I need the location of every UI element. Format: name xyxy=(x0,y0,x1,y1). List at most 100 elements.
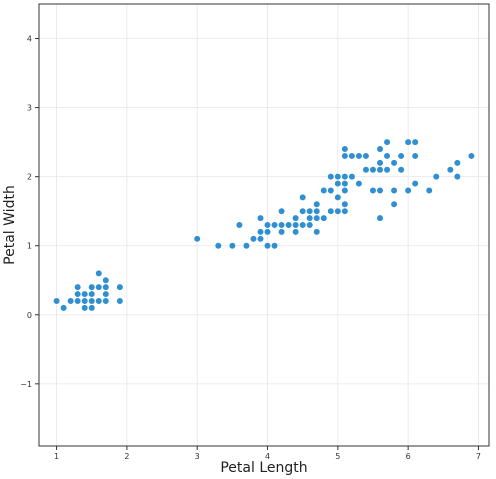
x-tick-label: 6 xyxy=(406,452,411,461)
data-point xyxy=(88,304,96,312)
data-point xyxy=(397,166,405,174)
data-point xyxy=(81,304,89,312)
data-point xyxy=(355,179,363,188)
data-point xyxy=(306,207,314,215)
data-point xyxy=(277,228,286,236)
plot-frame xyxy=(38,3,490,447)
y-tick-label: 1 xyxy=(27,242,32,251)
data-point xyxy=(383,152,391,160)
data-point xyxy=(193,235,201,243)
data-point xyxy=(228,242,236,250)
data-point xyxy=(341,186,349,195)
y-tick-label: −1 xyxy=(20,380,32,389)
data-point xyxy=(404,186,412,195)
x-tick-label: 3 xyxy=(195,452,200,461)
data-point xyxy=(376,166,384,174)
data-point xyxy=(235,221,243,229)
data-point xyxy=(292,221,300,229)
data-point xyxy=(341,179,349,188)
data-point xyxy=(453,159,461,167)
data-point xyxy=(341,173,349,181)
data-point xyxy=(277,221,286,229)
data-point xyxy=(334,207,342,215)
data-point xyxy=(277,207,286,215)
data-point xyxy=(102,290,110,298)
data-point xyxy=(376,214,384,222)
data-point xyxy=(299,207,307,215)
data-point xyxy=(355,152,363,160)
y-tick-label: 0 xyxy=(27,311,32,320)
data-point xyxy=(341,145,349,153)
y-axis-ticks: −1 0 1 2 3 4 xyxy=(20,35,39,389)
data-point xyxy=(256,235,265,243)
data-point xyxy=(102,297,110,305)
data-point xyxy=(214,242,222,250)
data-point xyxy=(327,207,335,215)
data-point xyxy=(404,138,412,146)
data-point xyxy=(348,152,356,160)
data-point xyxy=(320,186,328,195)
data-point xyxy=(383,138,391,146)
data-point xyxy=(369,166,377,174)
data-point xyxy=(376,159,384,167)
data-point xyxy=(95,269,103,277)
data-point xyxy=(299,221,307,229)
x-tick-label: 7 xyxy=(476,452,481,461)
data-point xyxy=(446,166,454,174)
data-point xyxy=(341,207,349,215)
x-tick-label: 5 xyxy=(335,452,340,461)
data-point xyxy=(74,283,82,291)
data-point xyxy=(327,186,335,195)
data-point xyxy=(390,186,398,195)
data-point xyxy=(411,138,419,146)
data-point xyxy=(81,290,89,298)
data-point xyxy=(390,159,398,167)
x-tick-label: 4 xyxy=(265,452,270,461)
data-point xyxy=(52,297,61,305)
data-point xyxy=(334,193,342,201)
data-point xyxy=(327,173,335,181)
data-point xyxy=(425,186,433,195)
y-tick-label: 3 xyxy=(27,104,32,113)
x-axis-title: Petal Length xyxy=(220,460,307,476)
data-point xyxy=(390,200,398,208)
data-point xyxy=(411,179,419,188)
data-point xyxy=(376,145,384,153)
data-point xyxy=(292,214,300,222)
data-point xyxy=(306,214,314,222)
data-point xyxy=(383,166,391,174)
y-axis-title: Petal Width xyxy=(2,185,18,265)
data-point xyxy=(313,200,321,208)
x-axis-ticks: 1 2 3 4 5 6 7 xyxy=(54,446,481,461)
x-tick-label: 2 xyxy=(124,452,129,461)
data-point xyxy=(432,173,440,181)
data-point xyxy=(116,283,124,291)
data-point xyxy=(263,221,272,229)
data-point xyxy=(306,221,314,229)
data-point xyxy=(285,221,293,229)
data-point xyxy=(88,297,96,305)
data-point xyxy=(411,152,419,160)
data-point xyxy=(313,207,321,215)
data-point xyxy=(397,152,405,160)
data-point xyxy=(74,297,82,305)
data-point xyxy=(313,228,321,236)
data-point xyxy=(60,304,68,312)
data-point xyxy=(116,297,124,305)
data-point xyxy=(242,242,251,250)
data-point xyxy=(263,242,272,250)
data-point xyxy=(348,173,356,181)
data-point xyxy=(299,193,307,201)
y-tick-label: 4 xyxy=(27,35,32,44)
data-point xyxy=(102,276,110,284)
data-point xyxy=(341,152,349,160)
data-point xyxy=(313,214,321,222)
data-point xyxy=(256,214,265,222)
data-point xyxy=(67,297,75,305)
data-point xyxy=(362,152,370,160)
data-point xyxy=(95,283,103,291)
data-point xyxy=(88,283,96,291)
data-point xyxy=(102,283,110,291)
data-point xyxy=(263,228,272,236)
